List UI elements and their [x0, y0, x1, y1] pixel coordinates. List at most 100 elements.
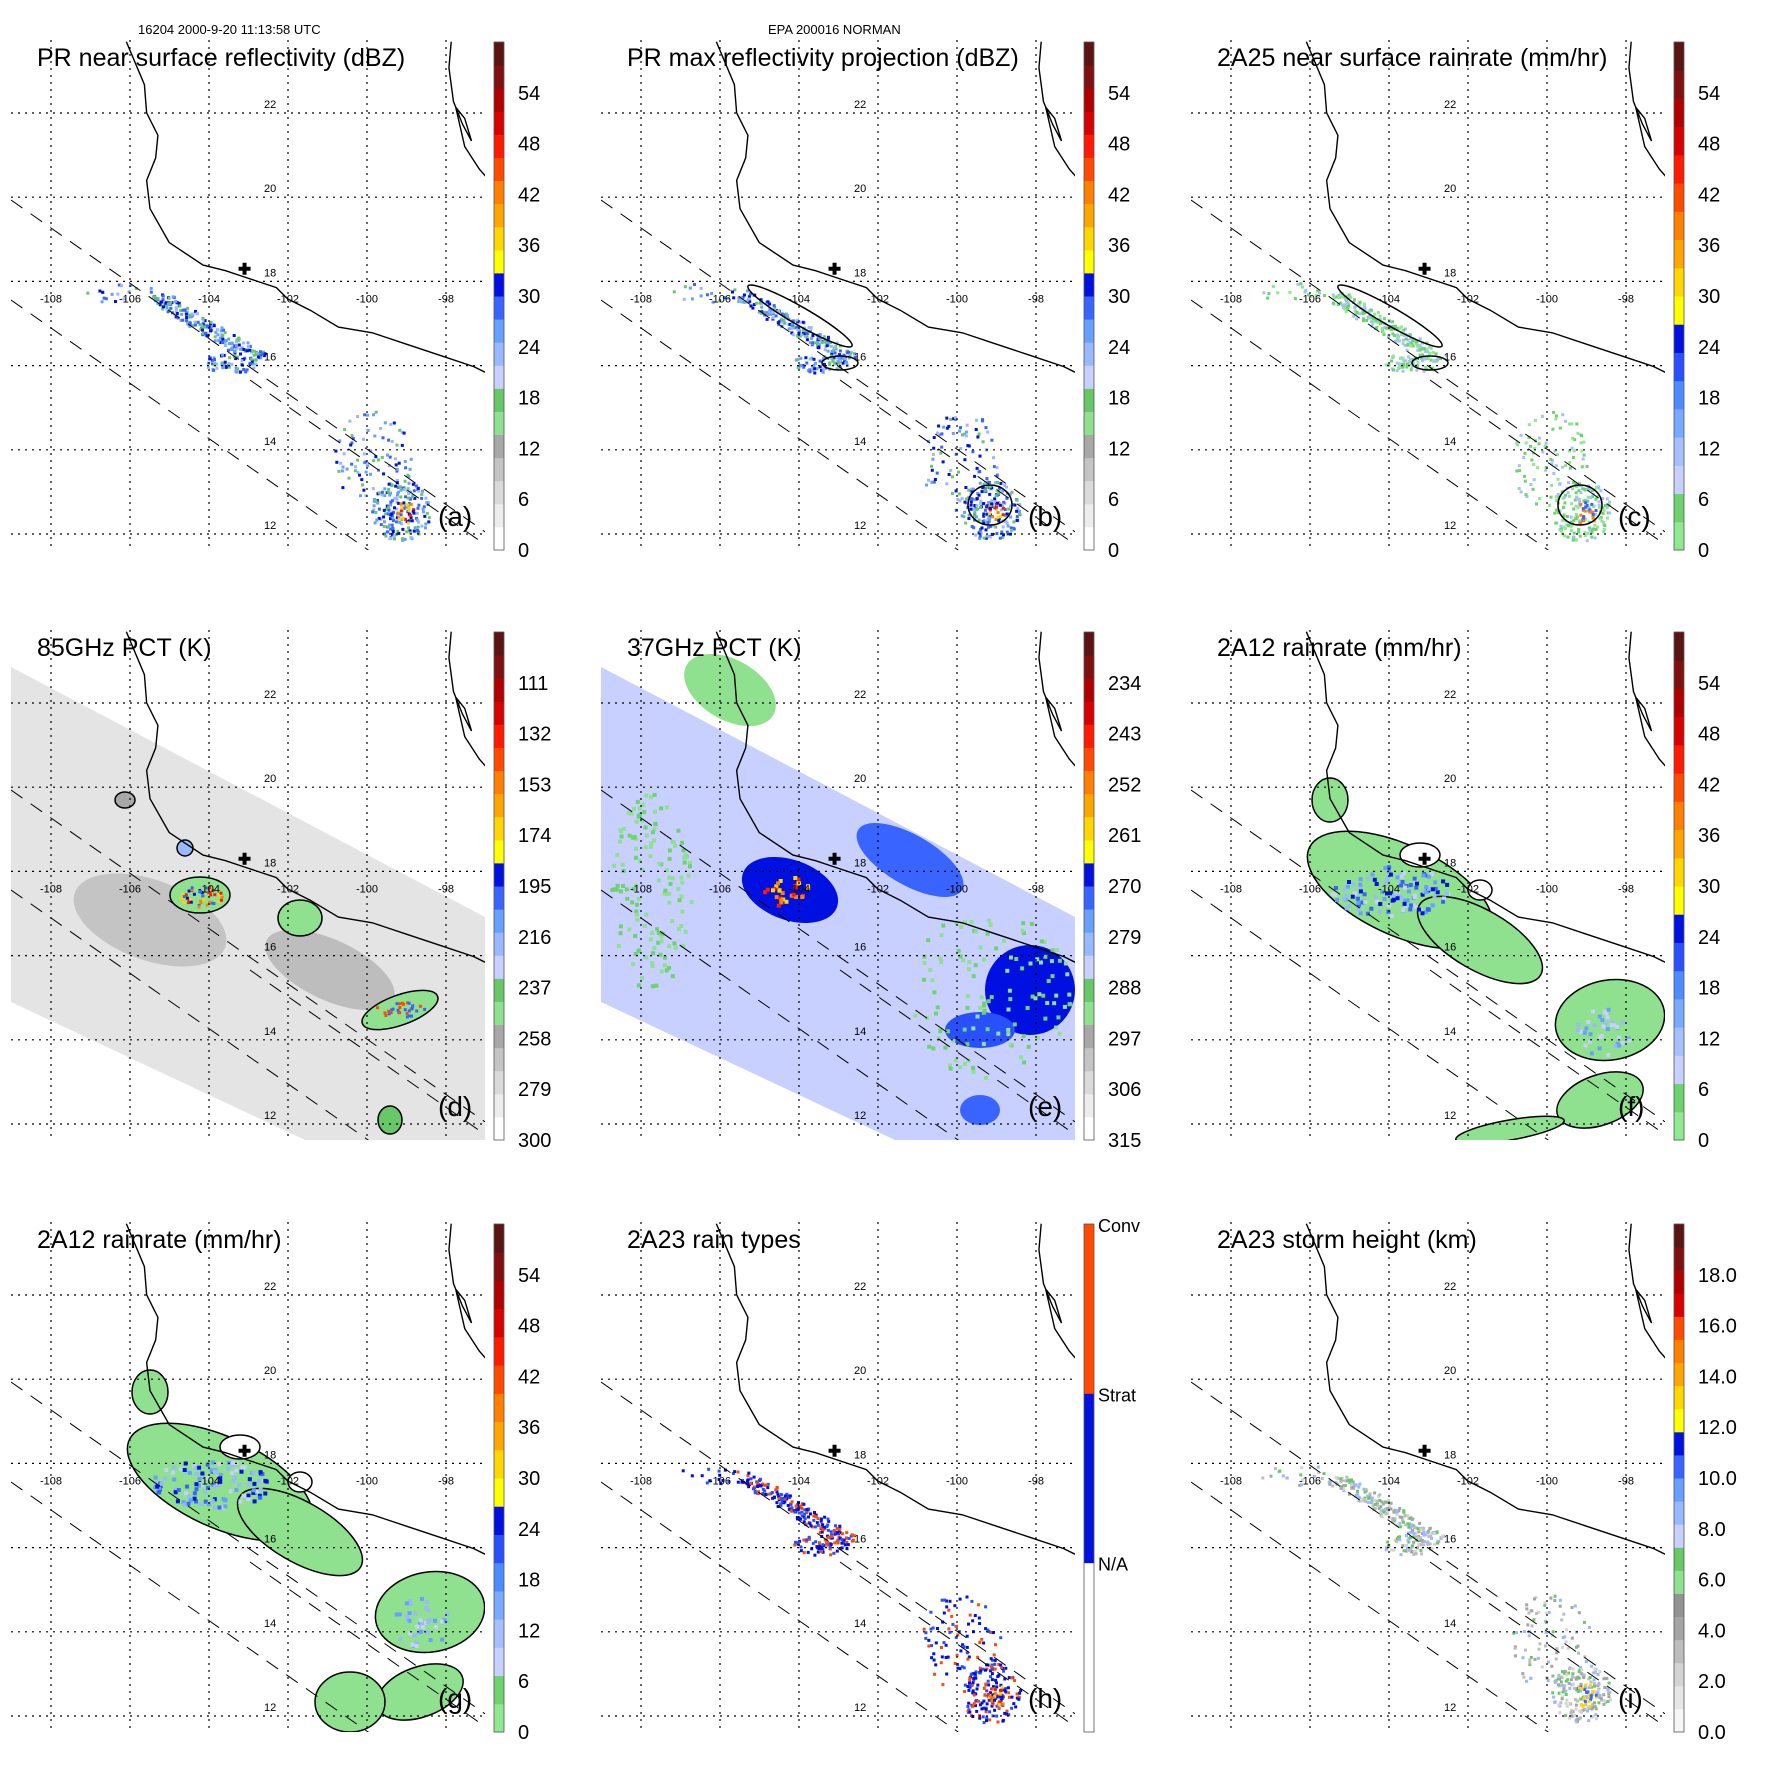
- data-pixel: [223, 331, 227, 335]
- data-pixel: [404, 517, 407, 521]
- longitude-label: -98: [438, 1475, 454, 1487]
- colorbar-segment: [1674, 660, 1684, 689]
- data-pixel: [966, 1685, 970, 1688]
- data-pixel: [1555, 508, 1559, 512]
- data-pixel: [1416, 1527, 1420, 1531]
- data-pixel: [1262, 291, 1266, 295]
- data-pixel: [643, 845, 648, 850]
- data-pixel: [773, 306, 777, 309]
- data-pixel: [1005, 968, 1010, 973]
- data-pixel: [1564, 1701, 1568, 1705]
- data-pixel: [1428, 1542, 1432, 1546]
- data-pixel: [1596, 1688, 1600, 1692]
- data-pixel: [979, 506, 982, 509]
- data-pixel: [171, 1465, 176, 1470]
- data-pixel: [213, 1505, 217, 1510]
- data-pixel: [1535, 1611, 1538, 1615]
- data-pixel: [1001, 489, 1005, 493]
- colorbar-tick-label: 6: [1108, 489, 1119, 511]
- data-pixel: [1571, 487, 1574, 491]
- colorbar-tick-label: 54: [1108, 83, 1130, 105]
- data-pixel: [1416, 360, 1420, 364]
- data-pixel: [1000, 1696, 1004, 1700]
- data-pixel: [1403, 1514, 1407, 1518]
- data-pixel: [1589, 1680, 1593, 1684]
- data-pixel: [731, 1472, 735, 1475]
- data-pixel: [986, 1679, 990, 1683]
- data-pixel: [406, 521, 410, 525]
- data-pixel: [654, 983, 659, 988]
- colorbar-segment: [1674, 493, 1684, 523]
- data-pixel: [985, 931, 990, 936]
- latitude-label: 12: [854, 1110, 866, 1122]
- data-pixel: [847, 1537, 851, 1540]
- data-pixel: [1376, 1503, 1380, 1507]
- data-pixel: [932, 480, 936, 484]
- data-pixel: [1574, 512, 1578, 516]
- data-pixel: [1590, 535, 1594, 539]
- data-pixel: [1609, 1023, 1614, 1028]
- data-pixel: [1395, 1509, 1399, 1513]
- data-pixel: [366, 429, 370, 432]
- data-pixel: [356, 458, 360, 462]
- latitude-label: 20: [1444, 773, 1456, 785]
- data-pixel: [978, 945, 983, 950]
- data-pixel: [811, 1541, 815, 1545]
- data-pixel: [1553, 449, 1557, 453]
- data-pixel: [1054, 993, 1059, 998]
- colorbar-segment: [1084, 724, 1094, 748]
- colorbar-tick-label: 18: [1698, 978, 1720, 1000]
- data-pixel: [418, 1004, 422, 1008]
- data-pixel: [1579, 1665, 1583, 1669]
- data-pixel: [200, 1471, 205, 1476]
- data-pixel: [445, 1611, 450, 1616]
- data-pixel: [958, 1065, 963, 1070]
- data-pixel: [1555, 453, 1559, 457]
- data-pixel: [1540, 1665, 1544, 1669]
- data-pixel: [990, 1672, 994, 1676]
- data-pixel: [769, 309, 773, 312]
- data-pixel: [1420, 359, 1424, 363]
- data-pixel: [1029, 922, 1034, 926]
- colorbar-tick-label: 6: [1698, 489, 1709, 511]
- data-pixel: [219, 329, 223, 333]
- data-pixel: [1307, 293, 1310, 297]
- data-pixel: [794, 1504, 798, 1508]
- data-pixel: [971, 1026, 976, 1031]
- data-pixel: [1383, 866, 1388, 870]
- data-pixel: [973, 511, 977, 515]
- data-pixel: [766, 1482, 770, 1486]
- data-pixel: [1518, 469, 1522, 473]
- data-pixel: [420, 496, 424, 500]
- coastline: [715, 631, 1075, 963]
- data-pixel: [228, 356, 232, 360]
- data-pixel: [940, 1646, 943, 1649]
- data-pixel: [1278, 1469, 1282, 1473]
- latitude-label: 14: [854, 436, 866, 448]
- data-pixel: [1365, 911, 1370, 916]
- colorbar-tick-label: 237: [518, 978, 551, 1000]
- data-pixel: [835, 1527, 839, 1530]
- data-pixel: [1579, 513, 1583, 517]
- data-pixel: [1368, 1492, 1372, 1496]
- data-pixel: [1401, 369, 1405, 373]
- data-pixel: [636, 897, 641, 901]
- data-pixel: [986, 504, 990, 508]
- latitude-label: 16: [1444, 1534, 1456, 1546]
- data-pixel: [1347, 293, 1351, 297]
- colorbar-tick-label: 315: [1108, 1130, 1141, 1152]
- data-pixel: [977, 1616, 981, 1620]
- data-pixel: [974, 1674, 977, 1678]
- data-pixel: [1532, 478, 1536, 482]
- data-pixel: [1416, 348, 1420, 352]
- data-pixel: [1442, 896, 1446, 901]
- data-pixel: [971, 1672, 975, 1676]
- colorbar-tick-label: 6: [518, 489, 529, 511]
- colorbar-segment: [1674, 1547, 1684, 1571]
- data-pixel: [1600, 519, 1604, 523]
- data-pixel: [349, 443, 353, 447]
- data-pixel: [989, 995, 994, 1000]
- data-pixel: [174, 309, 178, 313]
- data-pixel: [644, 793, 649, 798]
- data-pixel: [1602, 1677, 1606, 1681]
